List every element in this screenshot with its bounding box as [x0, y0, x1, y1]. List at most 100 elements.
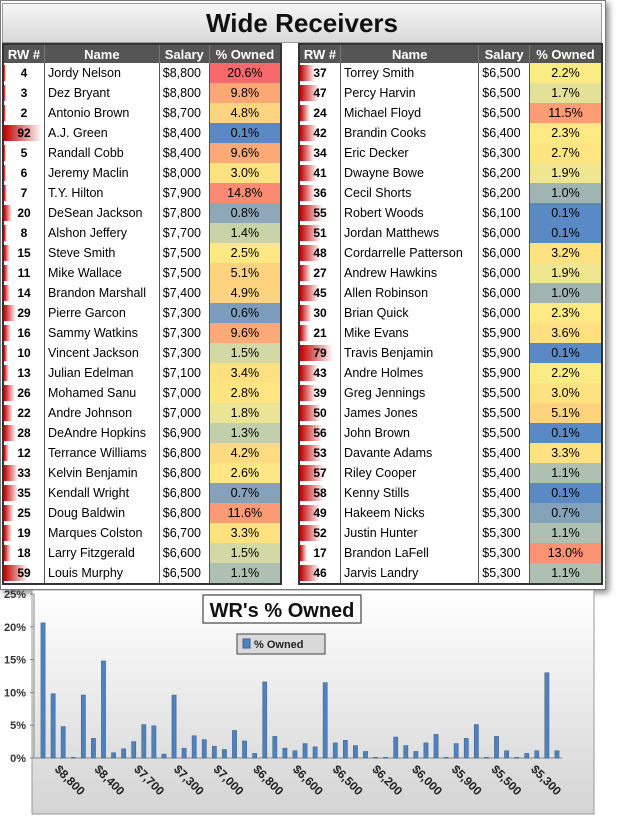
rank-cell: 22	[3, 403, 45, 423]
name-header: Name	[340, 44, 480, 63]
rank-cell: 5	[3, 143, 45, 163]
rank-databar	[300, 205, 323, 221]
chart-bar	[60, 726, 66, 759]
legend-label: % Owned	[254, 639, 304, 651]
chart-bar	[50, 693, 56, 759]
table-row: 92 A.J. Green $8,400 0.1%	[3, 123, 282, 143]
salary-cell: $5,300	[478, 503, 530, 523]
rank-cell: 45	[299, 283, 341, 303]
rank-value: 58	[313, 486, 327, 500]
rank-value: 20	[17, 206, 31, 220]
rank-cell: 4	[3, 63, 45, 83]
rank-databar	[300, 265, 311, 281]
salary-cell: $8,400	[159, 143, 210, 163]
player-name: Mohamed Sanu	[44, 383, 160, 403]
player-name: T.Y. Hilton	[44, 183, 160, 203]
chart-bar	[433, 734, 439, 759]
player-name: Brandon LaFell	[340, 543, 480, 563]
rank-cell: 10	[3, 343, 45, 363]
rank-cell: 25	[3, 503, 45, 523]
rank-value: 24	[313, 106, 327, 120]
rank-databar	[300, 405, 321, 421]
owned-cell: 14.8%	[209, 183, 282, 203]
rank-databar	[300, 225, 321, 241]
table-row: 15 Steve Smith $7,500 2.5%	[3, 243, 282, 263]
salary-cell: $6,000	[478, 263, 530, 283]
chart-bar	[554, 750, 560, 759]
rank-databar	[4, 465, 18, 481]
player-name: Pierre Garcon	[44, 303, 160, 323]
chart-bar	[40, 622, 46, 759]
rank-cell: 30	[299, 303, 341, 323]
rank-cell: 49	[299, 503, 341, 523]
player-name: Antonio Brown	[44, 103, 160, 123]
salary-cell: $5,500	[478, 403, 530, 423]
rank-value: 55	[313, 206, 327, 220]
table-row: 20 DeSean Jackson $7,800 0.8%	[3, 203, 282, 223]
owned-cell: 2.2%	[529, 363, 603, 383]
table-row: 12 Terrance Williams $6,800 4.2%	[3, 443, 282, 463]
table-row: 2 Antonio Brown $8,700 4.8%	[3, 103, 282, 123]
chart-bar	[403, 745, 409, 759]
rank-databar	[300, 125, 317, 141]
rank-value: 57	[313, 466, 327, 480]
chart-bar	[272, 736, 278, 759]
chart-bar	[181, 747, 187, 759]
chart-bar	[80, 694, 86, 759]
owned-cell: 1.4%	[209, 223, 282, 243]
table-row: 49 Hakeem Nicks $5,300 0.7%	[299, 503, 603, 523]
chart-bar	[151, 725, 157, 759]
rank-cell: 35	[3, 483, 45, 503]
rank-databar	[4, 185, 7, 201]
rank-cell: 28	[3, 423, 45, 443]
owned-cell: 0.1%	[529, 223, 603, 243]
rank-value: 28	[17, 426, 31, 440]
table-row: 3 Dez Bryant $8,800 9.8%	[3, 83, 282, 103]
rank-cell: 56	[299, 423, 341, 443]
table-row: 52 Justin Hunter $5,300 1.1%	[299, 523, 603, 543]
rank-databar	[4, 125, 42, 141]
rank-databar	[300, 445, 322, 461]
owned-cell: 3.4%	[209, 363, 282, 383]
table-header-row: RW # Name Salary % Owned	[299, 44, 603, 63]
table-row: 29 Pierre Garcon $7,300 0.6%	[3, 303, 282, 323]
rank-value: 92	[17, 126, 31, 140]
player-name: Louis Murphy	[44, 563, 160, 584]
chart-bar	[111, 752, 116, 759]
rank-value: 30	[313, 306, 327, 320]
table-row: 53 Davante Adams $5,400 3.3%	[299, 443, 603, 463]
rank-value: 6	[20, 166, 28, 180]
chart-bar	[312, 746, 318, 759]
rank-databar	[4, 265, 9, 281]
rank-value: 47	[313, 86, 327, 100]
rank-databar	[300, 285, 319, 301]
rank-databar	[4, 305, 16, 321]
rank-header: RW #	[299, 44, 341, 63]
rank-cell: 20	[3, 203, 45, 223]
player-name: Brandin Cooks	[340, 123, 480, 143]
table-row: 55 Robert Woods $6,100 0.1%	[299, 203, 603, 223]
rank-cell: 37	[299, 63, 341, 83]
rank-databar	[4, 525, 12, 541]
table-row: 8 Alshon Jeffery $7,700 1.4%	[3, 223, 282, 243]
rank-databar	[4, 225, 7, 241]
rank-value: 79	[313, 346, 327, 360]
rank-cell: 18	[3, 543, 45, 563]
player-name: A.J. Green	[44, 123, 160, 143]
table-row: 21 Mike Evans $5,900 3.6%	[299, 323, 603, 343]
chart-bar	[373, 757, 378, 759]
salary-cell: $5,900	[478, 343, 530, 363]
rank-value: 18	[17, 546, 31, 560]
rank-cell: 6	[3, 163, 45, 183]
player-name: Riley Cooper	[340, 463, 480, 483]
player-name: Larry Fitzgerald	[44, 543, 160, 563]
chart-bar	[473, 724, 479, 759]
rank-databar	[300, 245, 320, 261]
salary-cell: $6,900	[159, 423, 210, 443]
player-name: Jarvis Landry	[340, 563, 480, 584]
salary-cell: $6,800	[159, 483, 210, 503]
salary-cell: $8,400	[159, 123, 210, 143]
owned-cell: 0.1%	[209, 123, 282, 143]
rank-cell: 46	[299, 563, 341, 584]
rank-value: 33	[17, 466, 31, 480]
